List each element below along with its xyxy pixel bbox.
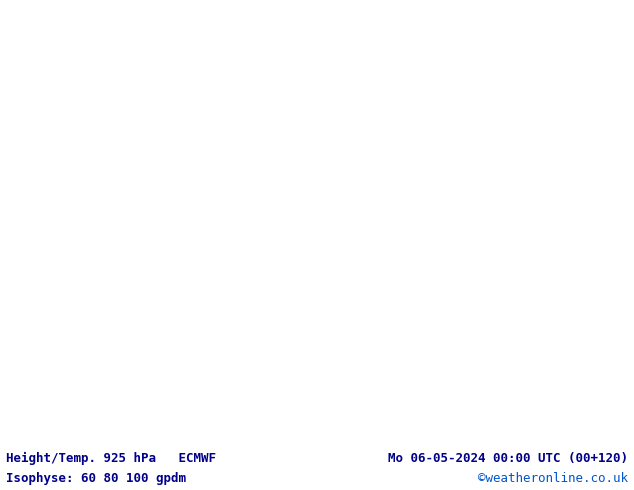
Text: Isophyse: 60 80 100 gpdm: Isophyse: 60 80 100 gpdm <box>6 472 186 486</box>
Text: Height/Temp. 925 hPa   ECMWF: Height/Temp. 925 hPa ECMWF <box>6 452 216 465</box>
Text: ©weatheronline.co.uk: ©weatheronline.co.uk <box>477 472 628 486</box>
Text: Mo 06-05-2024 00:00 UTC (00+120): Mo 06-05-2024 00:00 UTC (00+120) <box>387 452 628 465</box>
